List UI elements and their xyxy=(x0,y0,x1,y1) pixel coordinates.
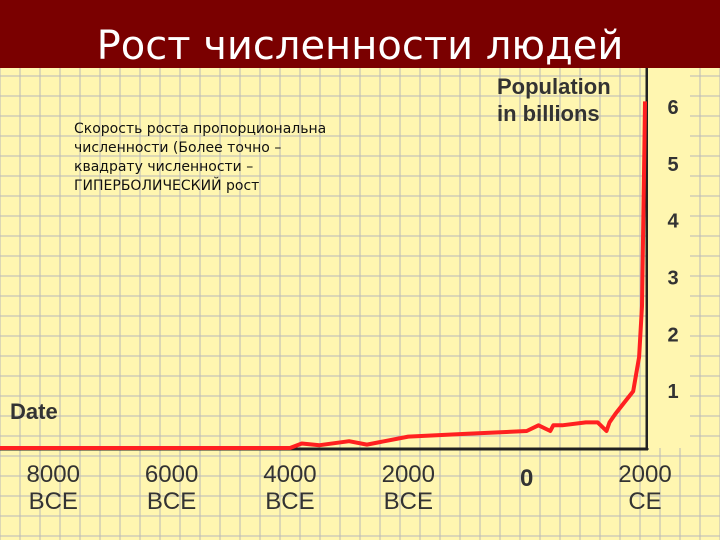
y-tick-label-2: 2 xyxy=(667,324,678,346)
x-tick-label: BCE xyxy=(29,488,78,515)
x-tick-label: 2000 xyxy=(382,461,435,488)
title-bar xyxy=(0,0,720,68)
y-tick-label-4: 4 xyxy=(667,211,679,233)
population-series-line xyxy=(0,101,647,450)
annotation-line-4: ГИПЕРБОЛИЧЕСКИЙ рост xyxy=(74,178,260,194)
y-tick-label-1: 1 xyxy=(667,381,678,403)
x-tick-label: BCE xyxy=(147,488,196,515)
y-axis-label-line-1: Population xyxy=(497,74,611,99)
grid xyxy=(0,68,720,540)
y-tick-label-5: 5 xyxy=(667,154,678,176)
x-tick-label: CE xyxy=(628,488,661,515)
y-axis-panel xyxy=(648,68,690,448)
slide-title: Рост численности людей xyxy=(96,23,624,69)
y-tick-label-6: 6 xyxy=(667,97,678,119)
annotation-line-1: Скорость роста пропорциональна xyxy=(74,121,327,137)
x-tick-label: 6000 xyxy=(145,461,198,488)
annotation-line-2: численности (Более точно – xyxy=(74,140,282,156)
y-tick-labels: 1 2 3 4 5 6 xyxy=(667,97,679,403)
x-tick-label: BCE xyxy=(265,488,314,515)
x-tick-label: 2000 xyxy=(618,461,671,488)
y-axis-label: Population in billions xyxy=(497,74,617,126)
annotation-line-3: квадрату численности – xyxy=(74,159,254,175)
y-tick-label-3: 3 xyxy=(667,268,678,290)
x-tick-label: 4000 xyxy=(263,461,316,488)
x-tick-label: BCE xyxy=(384,488,433,515)
x-axis-label: Date xyxy=(10,399,58,424)
x-tick-label: 8000 xyxy=(27,461,80,488)
y-axis-label-line-2: in billions xyxy=(497,101,600,126)
x-tick-label: 0 xyxy=(520,465,533,492)
annotation-text: Скорость роста пропорциональна численнос… xyxy=(74,120,434,196)
